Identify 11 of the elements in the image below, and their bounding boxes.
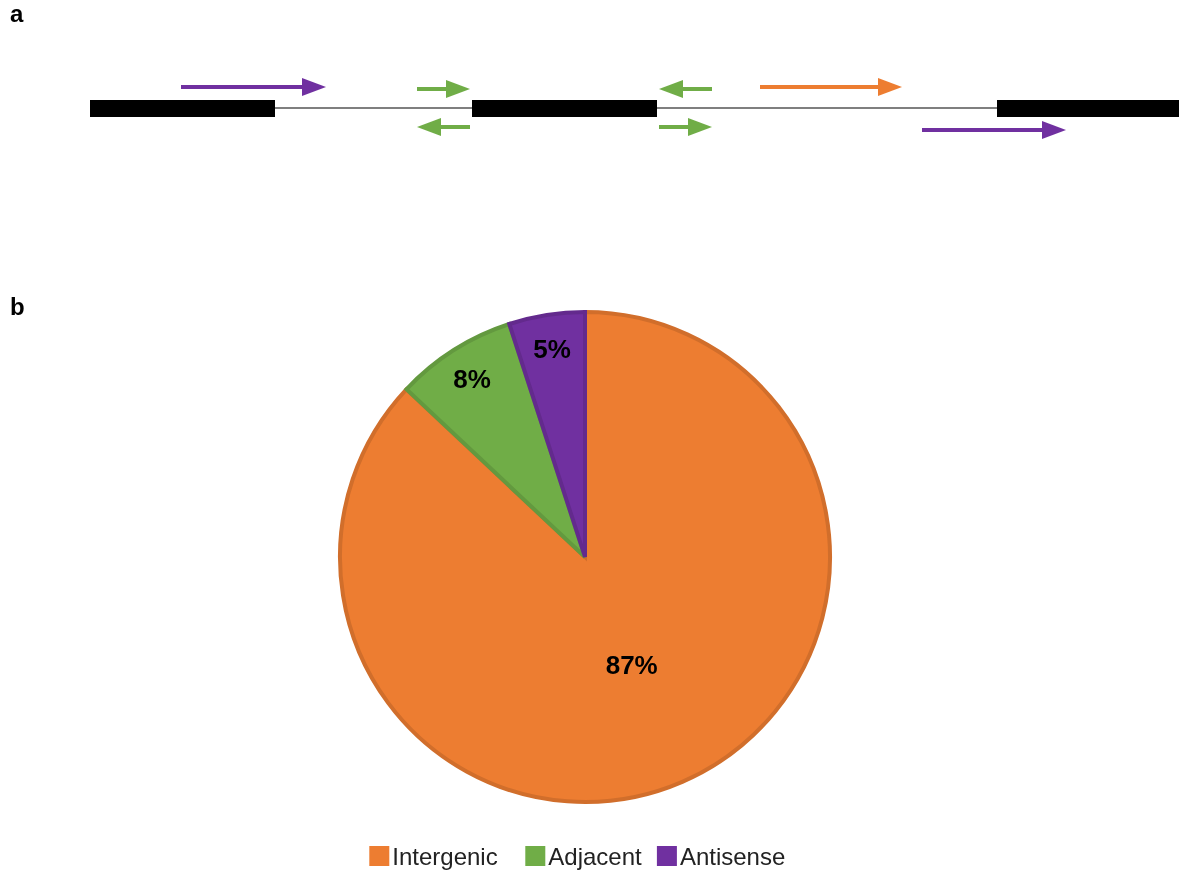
pie-slice — [507, 310, 587, 559]
data-label: 8% — [453, 364, 491, 395]
text: a — [10, 0, 24, 27]
legend-label: Antisense — [679, 842, 786, 870]
pie-slice — [404, 321, 587, 559]
pie-slice — [338, 310, 832, 804]
data-label: 87% — [605, 649, 658, 680]
legend-label: Adjacent — [548, 842, 643, 870]
data-label: 5% — [533, 333, 571, 364]
text: b — [10, 293, 25, 320]
legend-label: Intergenic — [392, 842, 498, 870]
